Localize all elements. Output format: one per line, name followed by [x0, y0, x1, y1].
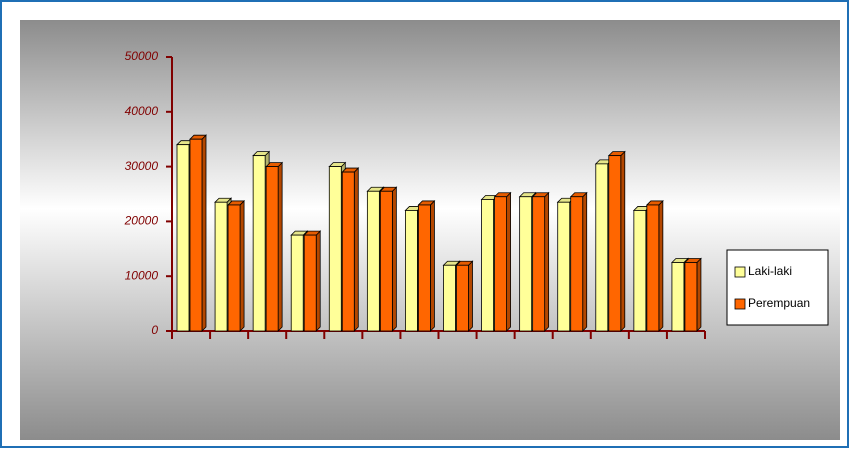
bar [443, 264, 456, 332]
y-tick-label: 10000 [125, 268, 159, 282]
bar [418, 204, 431, 332]
bar [570, 196, 584, 332]
legend-label: Perempuan [748, 296, 810, 310]
bar-side [468, 260, 473, 332]
bar [595, 163, 609, 332]
bar-side [430, 199, 435, 332]
bar [366, 190, 380, 332]
bar-side [391, 186, 397, 332]
bar [227, 204, 241, 332]
bar [214, 201, 228, 332]
bar [481, 199, 494, 332]
y-tick-label: 30000 [125, 159, 159, 173]
bar [189, 138, 203, 332]
legend-label: Laki-laki [748, 264, 792, 278]
bar [341, 171, 355, 332]
bar [608, 155, 622, 332]
bar [671, 262, 685, 332]
bar [456, 264, 469, 332]
bar [290, 234, 304, 332]
bar [265, 166, 279, 332]
bar [176, 144, 190, 332]
bar-side [544, 191, 550, 332]
bar [646, 204, 660, 332]
bar [252, 155, 266, 332]
bar [532, 196, 546, 332]
legend-swatch [734, 266, 746, 278]
bar-side [696, 257, 702, 332]
bar-side [353, 167, 359, 332]
bar [405, 210, 418, 332]
y-tick-label: 40000 [125, 104, 159, 118]
bar [633, 210, 647, 332]
bar [303, 234, 317, 332]
legend-swatch [734, 298, 746, 310]
bar-side [239, 199, 245, 332]
bar-side [315, 230, 321, 332]
bar-side [277, 161, 283, 332]
bar-side [620, 150, 626, 332]
bar [328, 166, 342, 332]
bar [379, 190, 393, 332]
y-tick-label: 20000 [124, 214, 159, 228]
y-tick-label: 50000 [125, 49, 159, 63]
bar [684, 262, 698, 332]
y-tick-label: 0 [151, 323, 158, 337]
bar [557, 201, 571, 332]
bar [494, 196, 507, 332]
bar-side [506, 191, 511, 332]
legend-box [726, 249, 829, 326]
bar-side [582, 191, 588, 332]
bar-side [201, 134, 207, 332]
bar-side [658, 199, 664, 332]
bar [519, 196, 533, 332]
